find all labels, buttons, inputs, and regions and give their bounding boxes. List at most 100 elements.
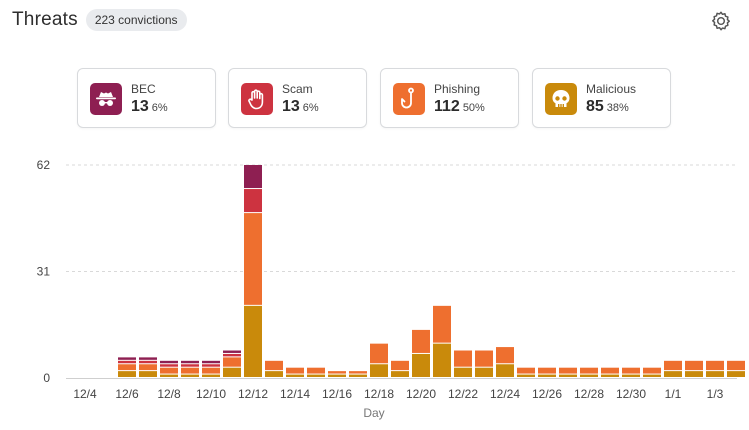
card-bec[interactable]: BEC 13 6% bbox=[77, 68, 216, 128]
bar-segment-bec[interactable] bbox=[202, 360, 220, 364]
bar-segment-malicious[interactable] bbox=[265, 371, 283, 377]
bar-segment-malicious[interactable] bbox=[181, 374, 199, 377]
bar-segment-scam[interactable] bbox=[202, 364, 220, 367]
bar-segment-phishing[interactable] bbox=[370, 343, 388, 364]
bar-segment-malicious[interactable] bbox=[328, 374, 346, 377]
card-percent: 6% bbox=[151, 102, 168, 114]
bar-segment-malicious[interactable] bbox=[475, 367, 493, 377]
bar-segment-phishing[interactable] bbox=[181, 367, 199, 374]
bar-segment-scam[interactable] bbox=[223, 353, 241, 357]
x-tick-label: 12/26 bbox=[532, 387, 562, 401]
bar-segment-malicious[interactable] bbox=[685, 371, 703, 377]
x-tick-label: 1/1 bbox=[665, 387, 682, 401]
bar-segment-phishing[interactable] bbox=[202, 367, 220, 374]
bar-segment-bec[interactable] bbox=[181, 360, 199, 364]
bar-segment-malicious[interactable] bbox=[412, 353, 430, 377]
bar-segment-phishing[interactable] bbox=[328, 371, 346, 374]
bar-segment-scam[interactable] bbox=[118, 360, 136, 364]
bar-segment-malicious[interactable] bbox=[370, 364, 388, 377]
bar-segment-phishing[interactable] bbox=[580, 367, 598, 374]
bar-segment-phishing[interactable] bbox=[496, 347, 514, 364]
bar-segment-malicious[interactable] bbox=[307, 374, 325, 377]
bar-segment-phishing[interactable] bbox=[727, 360, 745, 371]
bar-segment-malicious[interactable] bbox=[454, 367, 472, 377]
card-phishing[interactable]: Phishing 112 50% bbox=[380, 68, 519, 128]
bar-segment-bec[interactable] bbox=[118, 357, 136, 360]
bar-segment-malicious[interactable] bbox=[559, 374, 577, 377]
bar-segment-phishing[interactable] bbox=[454, 350, 472, 367]
bar-segment-malicious[interactable] bbox=[622, 374, 640, 377]
card-percent: 38% bbox=[606, 102, 629, 114]
bar-segment-malicious[interactable] bbox=[223, 367, 241, 377]
card-scam[interactable]: Scam 13 6% bbox=[228, 68, 367, 128]
bar-segment-phishing[interactable] bbox=[223, 357, 241, 367]
bar-segment-malicious[interactable] bbox=[391, 371, 409, 377]
bar-segment-malicious[interactable] bbox=[517, 374, 535, 377]
bar-segment-malicious[interactable] bbox=[580, 374, 598, 377]
bar-segment-malicious[interactable] bbox=[433, 343, 451, 377]
bar-segment-malicious[interactable] bbox=[664, 371, 682, 377]
bar-segment-bec[interactable] bbox=[160, 360, 178, 364]
x-tick-label: 12/18 bbox=[364, 387, 394, 401]
bar-segment-scam[interactable] bbox=[139, 360, 157, 364]
page-title: Threats bbox=[12, 9, 78, 30]
bar-segment-malicious[interactable] bbox=[202, 374, 220, 377]
bar-segment-phishing[interactable] bbox=[286, 367, 304, 374]
bar-segment-phishing[interactable] bbox=[622, 367, 640, 374]
bar-segment-phishing[interactable] bbox=[538, 367, 556, 374]
bar-segment-phishing[interactable] bbox=[265, 360, 283, 371]
bar-segment-malicious[interactable] bbox=[244, 305, 262, 377]
x-tick-label: 12/24 bbox=[490, 387, 520, 401]
bar-segment-phishing[interactable] bbox=[685, 360, 703, 371]
x-axis-label: Day bbox=[363, 406, 384, 420]
bar-segment-malicious[interactable] bbox=[643, 374, 661, 377]
bar-segment-phishing[interactable] bbox=[643, 367, 661, 374]
bar-segment-malicious[interactable] bbox=[727, 371, 745, 377]
bar-segment-phishing[interactable] bbox=[160, 367, 178, 374]
bar-segment-malicious[interactable] bbox=[601, 374, 619, 377]
bar-segment-malicious[interactable] bbox=[349, 374, 367, 377]
y-tick-label: 0 bbox=[43, 371, 50, 385]
bar-segment-phishing[interactable] bbox=[139, 364, 157, 371]
card-value: 112 50% bbox=[434, 98, 485, 115]
bar-segment-scam[interactable] bbox=[160, 364, 178, 367]
bar-segment-phishing[interactable] bbox=[559, 367, 577, 374]
bar-segment-bec[interactable] bbox=[244, 165, 262, 189]
x-tick-label: 12/20 bbox=[406, 387, 436, 401]
card-malicious[interactable]: Malicious 85 38% bbox=[532, 68, 671, 128]
bar-segment-phishing[interactable] bbox=[475, 350, 493, 367]
bar-segment-phishing[interactable] bbox=[307, 367, 325, 374]
bar-segment-phishing[interactable] bbox=[664, 360, 682, 371]
card-percent: 50% bbox=[462, 102, 485, 114]
bar-segment-phishing[interactable] bbox=[601, 367, 619, 374]
bar-segment-malicious[interactable] bbox=[706, 371, 724, 377]
bar-segment-phishing[interactable] bbox=[412, 329, 430, 353]
bar-segment-malicious[interactable] bbox=[139, 371, 157, 377]
bar-segment-malicious[interactable] bbox=[496, 364, 514, 377]
bar-segment-phishing[interactable] bbox=[118, 364, 136, 371]
bar-segment-phishing[interactable] bbox=[433, 305, 451, 343]
card-label: Scam bbox=[282, 82, 313, 96]
bar-segment-malicious[interactable] bbox=[118, 371, 136, 377]
gear-icon[interactable] bbox=[710, 10, 732, 32]
bar-segment-scam[interactable] bbox=[244, 189, 262, 213]
x-tick-label: 12/4 bbox=[73, 387, 97, 401]
bar-segment-phishing[interactable] bbox=[391, 360, 409, 371]
card-label: BEC bbox=[131, 82, 156, 96]
x-tick-label: 12/28 bbox=[574, 387, 604, 401]
x-tick-label: 12/14 bbox=[280, 387, 310, 401]
y-tick-label: 62 bbox=[37, 158, 51, 172]
bar-segment-phishing[interactable] bbox=[706, 360, 724, 371]
card-value: 13 6% bbox=[131, 98, 168, 115]
bar-segment-scam[interactable] bbox=[181, 364, 199, 367]
bar-segment-phishing[interactable] bbox=[244, 213, 262, 305]
bar-segment-phishing[interactable] bbox=[517, 367, 535, 374]
bar-segment-malicious[interactable] bbox=[538, 374, 556, 377]
bar-segment-malicious[interactable] bbox=[286, 374, 304, 377]
bar-segment-bec[interactable] bbox=[223, 350, 241, 353]
x-tick-label: 1/3 bbox=[707, 387, 724, 401]
bar-segment-malicious[interactable] bbox=[160, 374, 178, 377]
panel-header: Threats 223 convictions bbox=[12, 9, 187, 31]
bar-segment-phishing[interactable] bbox=[349, 371, 367, 374]
bar-segment-bec[interactable] bbox=[139, 357, 157, 360]
